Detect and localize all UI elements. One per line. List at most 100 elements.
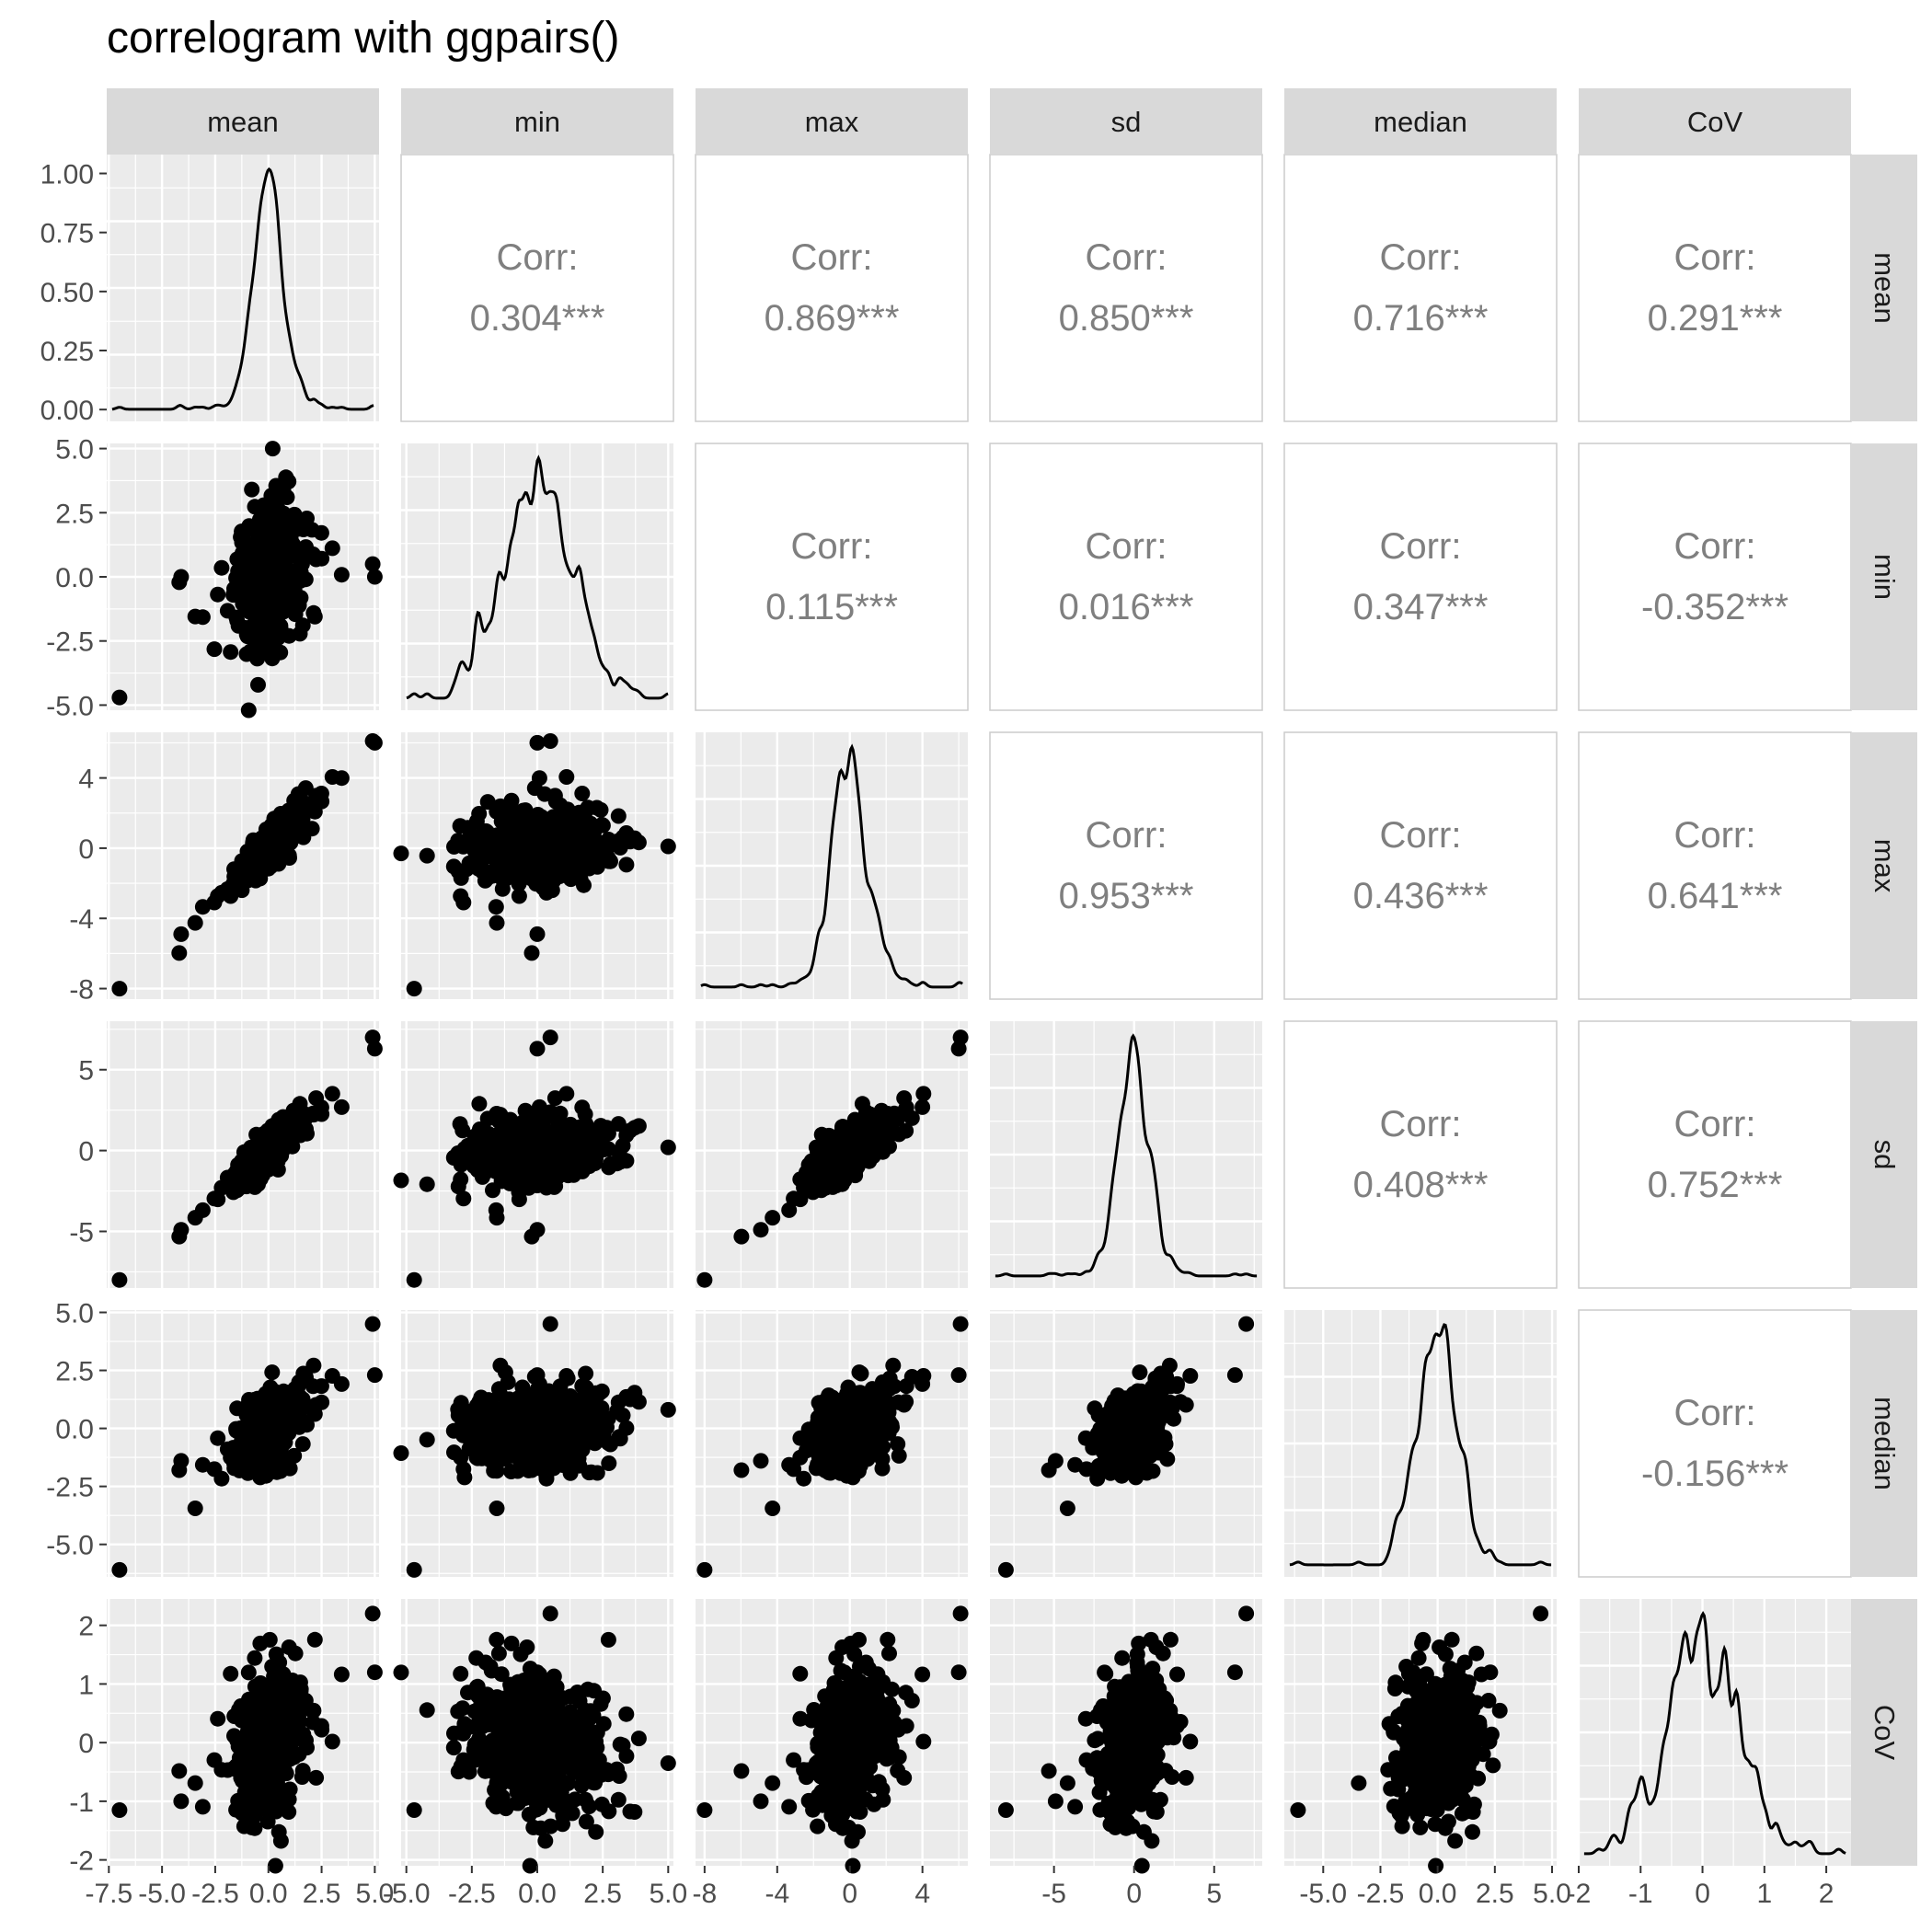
density-line-min [406, 454, 669, 700]
data-point [293, 590, 309, 606]
data-point [305, 604, 322, 621]
data-point [247, 622, 263, 638]
data-point [622, 1122, 638, 1139]
data-point [210, 1430, 226, 1446]
corr-label: Corr: [1380, 1104, 1462, 1144]
data-point [872, 1433, 889, 1450]
data-point [187, 914, 203, 931]
data-point [213, 1179, 230, 1196]
data-point [511, 888, 527, 904]
data-point [491, 842, 508, 858]
data-point [618, 857, 635, 873]
scatter-panel-sd-max [696, 1021, 969, 1288]
data-point [501, 810, 518, 826]
data-point [581, 1133, 597, 1150]
data-point [453, 1171, 469, 1188]
data-point [753, 1222, 769, 1238]
data-point [366, 1041, 383, 1057]
data-point [173, 1222, 190, 1238]
data-point [950, 1041, 967, 1057]
corr-value: 0.869*** [765, 298, 900, 339]
corr-label: Corr: [791, 237, 873, 278]
corr-value: 0.641*** [1648, 876, 1783, 916]
data-point [471, 806, 488, 822]
data-point [847, 1166, 863, 1182]
corr-value: 0.953*** [1059, 876, 1194, 916]
data-point [213, 1470, 230, 1487]
data-point [453, 888, 469, 904]
corr-label: Corr: [1086, 237, 1167, 278]
corr-panel-border [1283, 154, 1558, 422]
data-point [294, 546, 311, 562]
data-point [324, 540, 340, 557]
corr-label: Corr: [1674, 237, 1756, 278]
data-point [187, 1501, 203, 1516]
data-point [535, 1421, 551, 1438]
data-point [808, 1460, 824, 1477]
data-point [246, 1392, 262, 1408]
data-point [253, 560, 269, 577]
data-point [246, 1156, 262, 1172]
data-point [796, 1470, 812, 1487]
data-point [552, 1410, 569, 1427]
data-point [111, 689, 128, 706]
data-point [485, 1182, 500, 1199]
data-point [250, 676, 266, 693]
data-point [194, 899, 211, 915]
corr-label: Corr: [1674, 526, 1756, 567]
data-point [237, 563, 254, 580]
data-point [765, 1501, 781, 1516]
data-point [529, 734, 546, 751]
data-point [523, 945, 540, 961]
data-point [522, 1432, 538, 1449]
data-point [364, 1316, 381, 1332]
corr-label: Corr: [1380, 815, 1462, 856]
data-point [111, 1271, 128, 1288]
data-point [589, 1465, 605, 1481]
data-point [269, 580, 285, 596]
corr-panel-border [1578, 154, 1852, 422]
data-point [537, 834, 554, 851]
data-point [274, 518, 291, 535]
data-point [454, 1122, 471, 1139]
data-point [492, 1357, 509, 1374]
data-point [529, 1367, 546, 1384]
data-point [233, 529, 249, 546]
corr-panel-border [989, 154, 1263, 422]
data-point [506, 842, 523, 858]
chart-title: correlogram with ggpairs() [107, 14, 620, 63]
data-point [541, 1389, 558, 1405]
data-point [733, 1462, 750, 1478]
data-point [610, 808, 627, 824]
data-point [898, 1394, 914, 1410]
data-point [206, 641, 223, 658]
data-point [333, 567, 350, 583]
data-point [366, 569, 383, 585]
corr-panel-border [1283, 731, 1558, 1000]
corr-panel-max-sd: Corr:0.953*** [989, 731, 1263, 1000]
data-point [246, 575, 262, 592]
data-point [601, 1159, 617, 1176]
data-point [765, 1210, 781, 1226]
data-point [489, 1501, 505, 1516]
data-point [535, 1145, 551, 1162]
data-point [792, 1430, 809, 1446]
data-point [826, 1156, 843, 1172]
scatter-panel-min-mean [107, 441, 383, 719]
data-point [406, 981, 422, 997]
data-point [501, 1175, 518, 1191]
scatter-panel-sd-min [393, 1021, 676, 1288]
data-point [488, 899, 504, 915]
data-point [259, 532, 276, 547]
data-point [333, 1098, 350, 1115]
data-point [270, 1430, 287, 1446]
data-point [419, 847, 435, 864]
data-point [622, 834, 638, 850]
data-point [491, 1137, 508, 1154]
corr-label: Corr: [1674, 1104, 1756, 1144]
data-point [558, 769, 575, 785]
data-point [555, 833, 571, 849]
corr-value: 0.304*** [470, 298, 605, 339]
corr-panel-mean-median: Corr:0.716*** [1283, 154, 1558, 422]
